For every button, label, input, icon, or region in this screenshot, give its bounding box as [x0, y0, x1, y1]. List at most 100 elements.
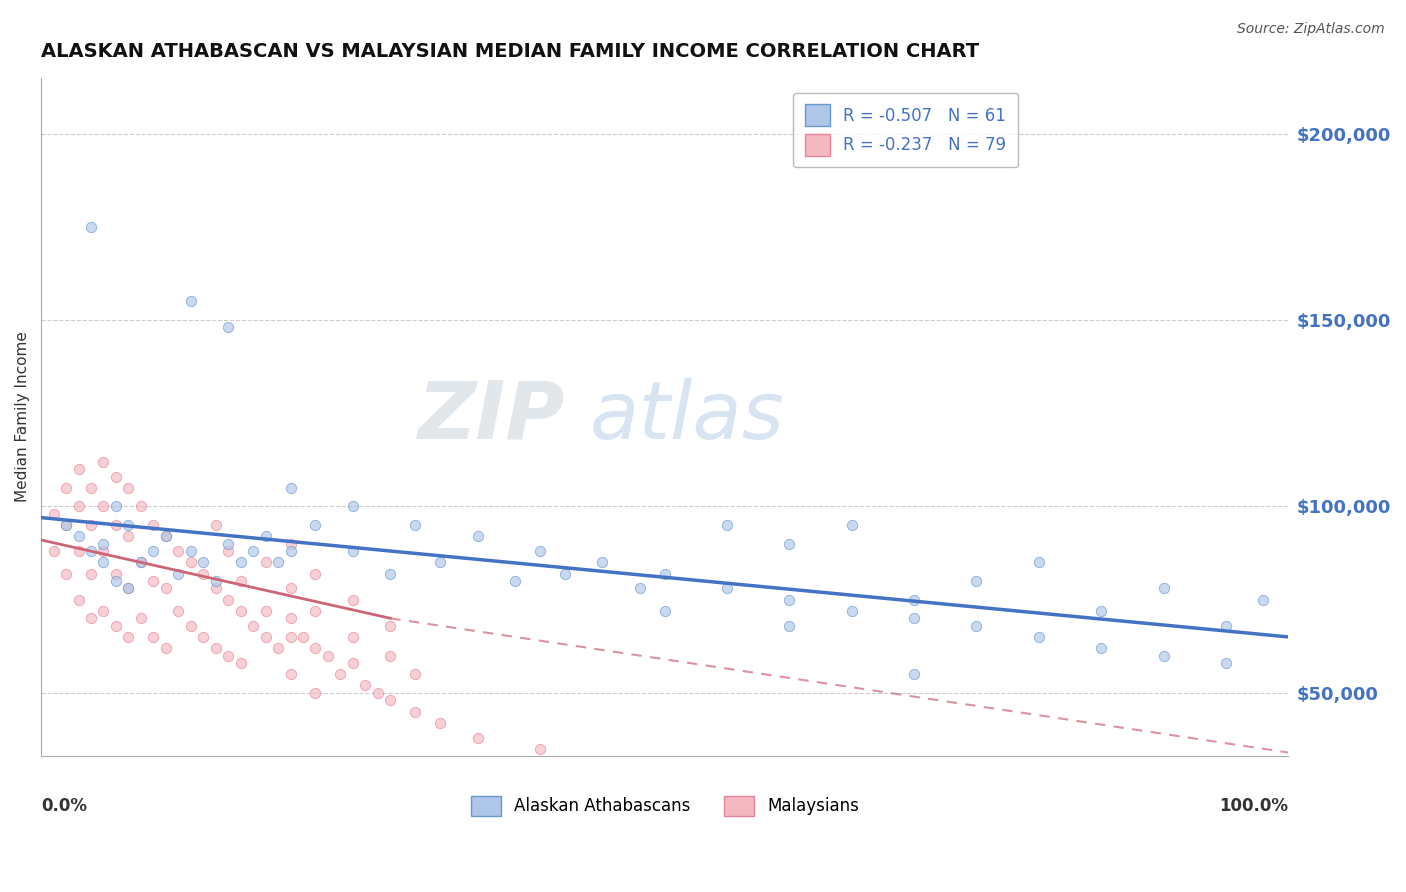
- Point: [1090, 641, 1112, 656]
- Point: [304, 686, 326, 700]
- Point: [193, 630, 215, 644]
- Point: [778, 537, 800, 551]
- Point: [280, 537, 302, 551]
- Point: [93, 544, 115, 558]
- Point: [242, 544, 264, 558]
- Point: [254, 630, 277, 644]
- Point: [841, 604, 863, 618]
- Point: [117, 481, 139, 495]
- Point: [193, 566, 215, 581]
- Point: [142, 544, 165, 558]
- Point: [1215, 619, 1237, 633]
- Point: [628, 582, 651, 596]
- Point: [778, 619, 800, 633]
- Point: [155, 529, 177, 543]
- Point: [467, 731, 489, 745]
- Point: [591, 555, 613, 569]
- Point: [93, 555, 115, 569]
- Text: 100.0%: 100.0%: [1219, 797, 1288, 815]
- Point: [129, 555, 152, 569]
- Point: [254, 604, 277, 618]
- Point: [180, 294, 202, 309]
- Point: [104, 574, 127, 588]
- Point: [42, 544, 65, 558]
- Text: ZIP: ZIP: [418, 378, 565, 456]
- Point: [67, 462, 90, 476]
- Point: [180, 619, 202, 633]
- Point: [155, 641, 177, 656]
- Point: [903, 611, 925, 625]
- Point: [404, 667, 426, 681]
- Point: [404, 518, 426, 533]
- Point: [193, 555, 215, 569]
- Point: [217, 592, 239, 607]
- Point: [280, 630, 302, 644]
- Point: [429, 715, 451, 730]
- Point: [229, 555, 252, 569]
- Point: [654, 604, 676, 618]
- Point: [55, 518, 77, 533]
- Y-axis label: Median Family Income: Median Family Income: [15, 332, 30, 502]
- Point: [80, 611, 103, 625]
- Point: [55, 481, 77, 495]
- Point: [267, 555, 290, 569]
- Point: [93, 537, 115, 551]
- Point: [80, 518, 103, 533]
- Point: [1028, 555, 1050, 569]
- Point: [55, 518, 77, 533]
- Point: [117, 529, 139, 543]
- Point: [167, 604, 190, 618]
- Point: [841, 518, 863, 533]
- Point: [67, 592, 90, 607]
- Text: 0.0%: 0.0%: [41, 797, 87, 815]
- Point: [142, 518, 165, 533]
- Point: [204, 574, 226, 588]
- Point: [529, 544, 551, 558]
- Point: [104, 619, 127, 633]
- Point: [778, 592, 800, 607]
- Point: [129, 611, 152, 625]
- Point: [304, 641, 326, 656]
- Point: [104, 500, 127, 514]
- Point: [342, 630, 364, 644]
- Point: [229, 604, 252, 618]
- Point: [716, 518, 738, 533]
- Point: [304, 518, 326, 533]
- Point: [204, 518, 226, 533]
- Point: [80, 219, 103, 234]
- Point: [67, 500, 90, 514]
- Point: [342, 500, 364, 514]
- Point: [304, 604, 326, 618]
- Point: [254, 555, 277, 569]
- Text: atlas: atlas: [591, 378, 785, 456]
- Point: [229, 574, 252, 588]
- Point: [292, 630, 315, 644]
- Point: [342, 544, 364, 558]
- Point: [380, 648, 402, 663]
- Point: [217, 544, 239, 558]
- Point: [654, 566, 676, 581]
- Point: [117, 630, 139, 644]
- Point: [217, 648, 239, 663]
- Point: [242, 619, 264, 633]
- Point: [167, 544, 190, 558]
- Point: [280, 667, 302, 681]
- Point: [342, 592, 364, 607]
- Point: [903, 667, 925, 681]
- Point: [966, 619, 988, 633]
- Point: [180, 555, 202, 569]
- Point: [280, 481, 302, 495]
- Point: [93, 455, 115, 469]
- Point: [204, 582, 226, 596]
- Point: [93, 604, 115, 618]
- Point: [280, 611, 302, 625]
- Point: [1153, 582, 1175, 596]
- Point: [129, 555, 152, 569]
- Point: [93, 500, 115, 514]
- Point: [903, 592, 925, 607]
- Point: [280, 582, 302, 596]
- Point: [80, 566, 103, 581]
- Point: [1253, 592, 1275, 607]
- Point: [142, 574, 165, 588]
- Point: [280, 544, 302, 558]
